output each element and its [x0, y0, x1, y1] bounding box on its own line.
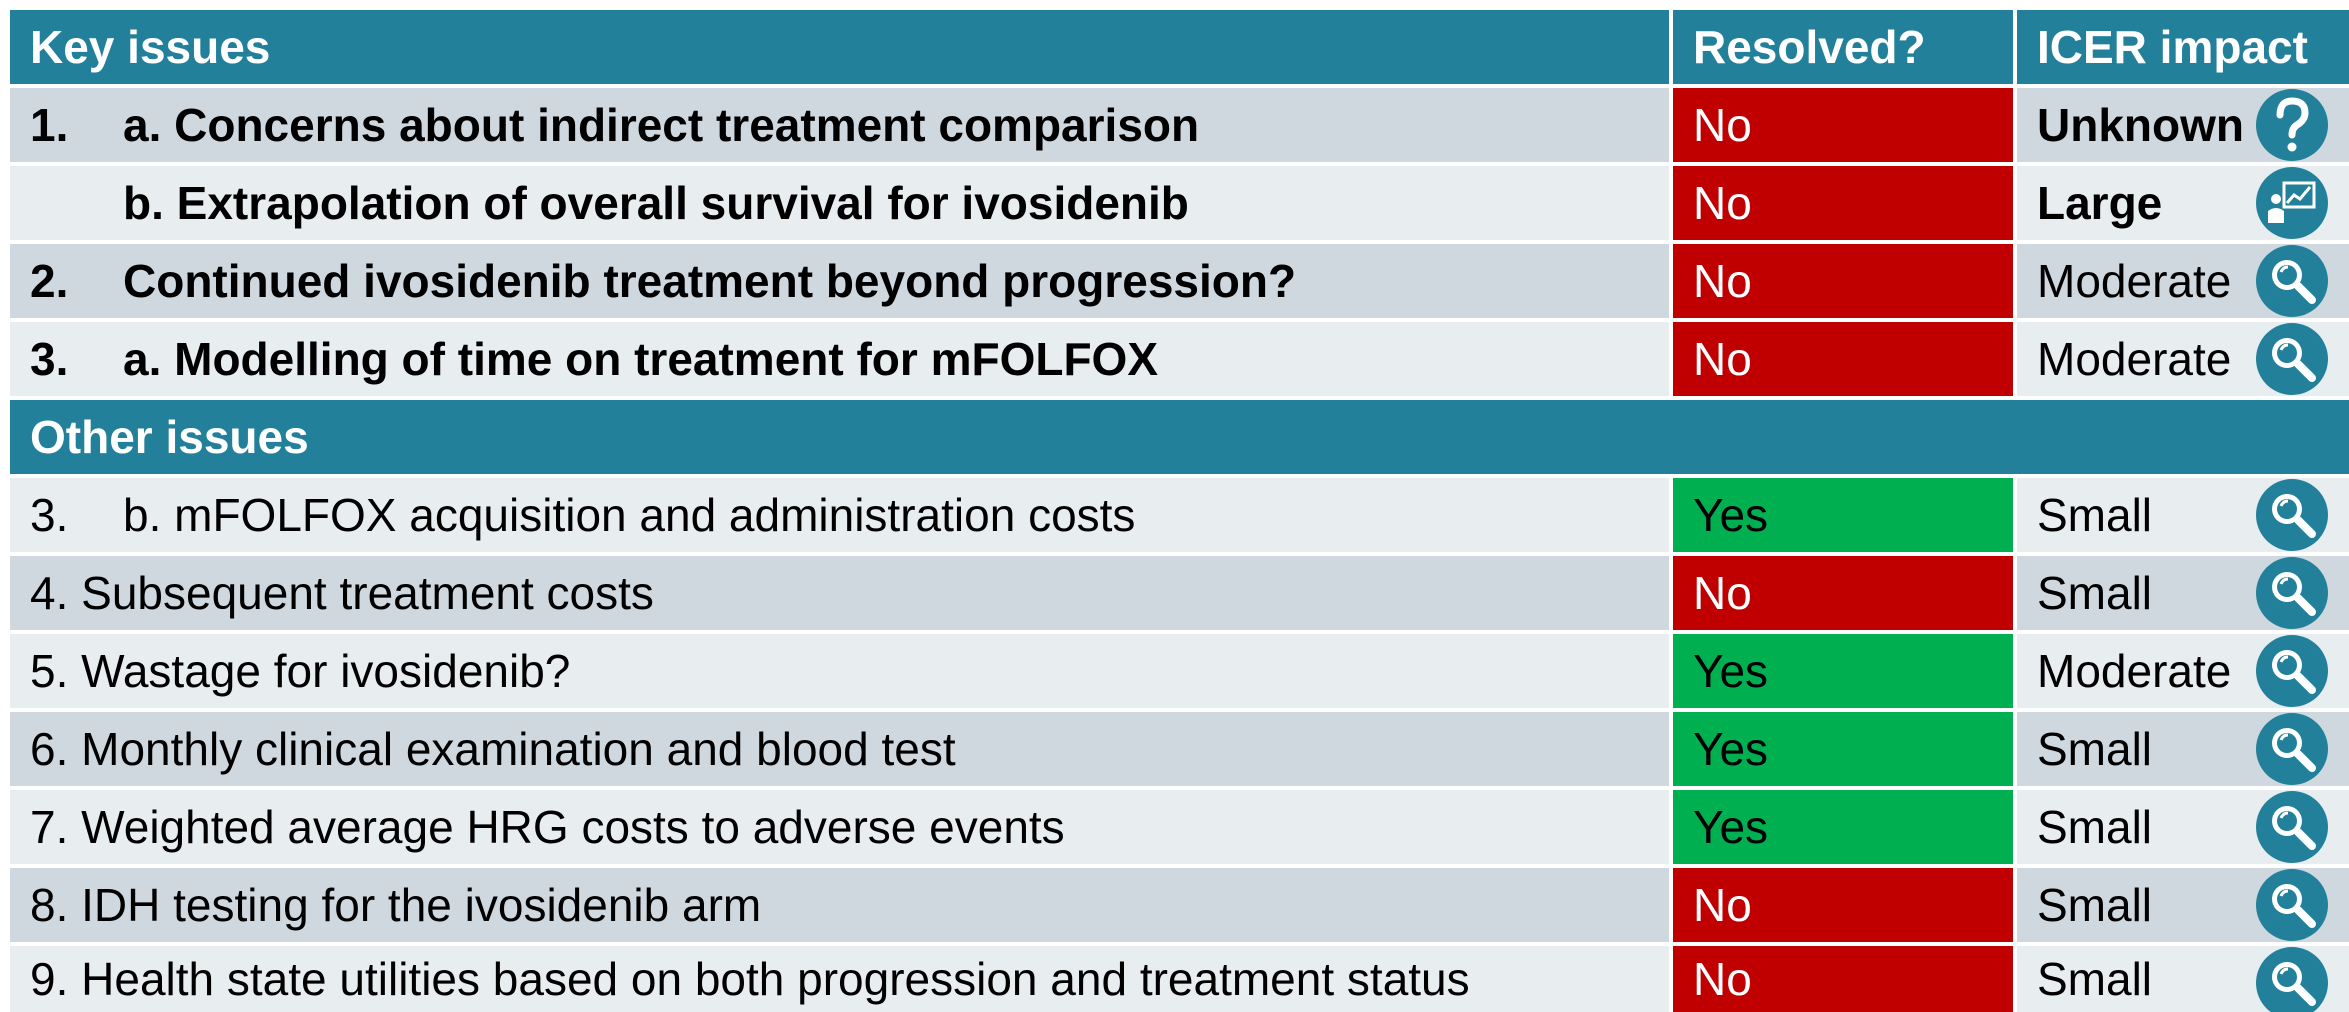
- issue-cell: 3. b. mFOLFOX acquisition and administrat…: [10, 478, 1669, 552]
- issue-label: a. Concerns about indirect treatment com…: [123, 99, 1200, 151]
- resolved-text: No: [1693, 333, 1752, 385]
- issue-number: 2.: [30, 255, 69, 307]
- search-icon: [2256, 635, 2328, 707]
- search-icon: [2256, 245, 2328, 317]
- issue-label: 9. Health state utilities based on both …: [30, 953, 1470, 1005]
- issue-cell: 9. Health state utilities based on both …: [10, 946, 1669, 1012]
- issue-label: 8. IDH testing for the ivosidenib arm: [30, 879, 762, 931]
- impact-text: Small: [2037, 801, 2153, 853]
- impact-text: Unknown: [2037, 99, 2244, 151]
- issue-label: 4. Subsequent treatment costs: [30, 567, 654, 619]
- search-icon: [2256, 713, 2328, 785]
- resolved-cell: No: [1673, 88, 2013, 162]
- issue-label: 6. Monthly clinical examination and bloo…: [30, 723, 956, 775]
- header-text: Resolved?: [1693, 21, 1926, 73]
- header-cell: Key issues: [10, 10, 1669, 84]
- issue-label: Continued ivosidenib treatment beyond pr…: [123, 255, 1297, 307]
- issue-label: 5. Wastage for ivosidenib?: [30, 645, 571, 697]
- impact-text: Small: [2037, 879, 2153, 931]
- question-icon: [2256, 89, 2328, 161]
- resolved-text: No: [1693, 99, 1752, 151]
- search-icon: [2256, 869, 2328, 941]
- search-icon: [2256, 479, 2328, 551]
- resolved-text: No: [1693, 255, 1752, 307]
- resolved-cell: No: [1673, 946, 2013, 1012]
- issue-cell: 2. Continued ivosidenib treatment beyond …: [10, 244, 1669, 318]
- header-text: ICER impact: [2037, 21, 2308, 73]
- issue-cell: 4. Subsequent treatment costs: [10, 556, 1669, 630]
- resolved-cell: Yes: [1673, 478, 2013, 552]
- resolved-cell: No: [1673, 868, 2013, 942]
- resolved-cell: No: [1673, 244, 2013, 318]
- section-header: Other issues: [10, 400, 2349, 474]
- search-icon: [2256, 947, 2328, 1012]
- impact-text: Small: [2037, 723, 2153, 775]
- header-cell: ICER impact: [2017, 10, 2349, 84]
- impact-text: Moderate: [2037, 255, 2232, 307]
- impact-text: Moderate: [2037, 645, 2232, 697]
- resolved-text: No: [1693, 567, 1752, 619]
- section-title: Other issues: [30, 411, 309, 463]
- search-icon: [2256, 557, 2328, 629]
- issue-label: b. Extrapolation of overall survival for…: [123, 177, 1189, 229]
- issue-cell: 5. Wastage for ivosidenib?: [10, 634, 1669, 708]
- issue-cell: 8. IDH testing for the ivosidenib arm: [10, 868, 1669, 942]
- issue-cell: b. Extrapolation of overall survival for…: [10, 166, 1669, 240]
- issue-cell: 3. a. Modelling of time on treatment for …: [10, 322, 1669, 396]
- resolved-text: Yes: [1693, 645, 1769, 697]
- issue-number: 3.: [30, 489, 69, 541]
- resolved-text: No: [1693, 177, 1752, 229]
- impact-text: Moderate: [2037, 333, 2232, 385]
- resolved-text: Yes: [1693, 723, 1769, 775]
- issue-number: 3.: [30, 333, 69, 385]
- resolved-text: Yes: [1693, 801, 1769, 853]
- issue-number: 1.: [30, 99, 69, 151]
- resolved-cell: No: [1673, 556, 2013, 630]
- header-text: Key issues: [30, 21, 271, 73]
- issue-label: a. Modelling of time on treatment for mF…: [123, 333, 1159, 385]
- issue-cell: 7. Weighted average HRG costs to adverse…: [10, 790, 1669, 864]
- resolved-cell: Yes: [1673, 712, 2013, 786]
- resolved-text: Yes: [1693, 489, 1769, 541]
- chart-icon: [2256, 167, 2328, 239]
- impact-text: Small: [2037, 953, 2153, 1005]
- search-icon: [2256, 791, 2328, 863]
- issue-cell: 1. a. Concerns about indirect treatment c…: [10, 88, 1669, 162]
- resolved-cell: Yes: [1673, 790, 2013, 864]
- impact-text: Small: [2037, 567, 2153, 619]
- resolved-cell: No: [1673, 166, 2013, 240]
- search-icon: [2256, 323, 2328, 395]
- header-cell: Resolved?: [1673, 10, 2013, 84]
- resolved-cell: Yes: [1673, 634, 2013, 708]
- issue-label: 7. Weighted average HRG costs to adverse…: [30, 801, 1065, 853]
- resolved-text: No: [1693, 879, 1752, 931]
- issue-cell: 6. Monthly clinical examination and bloo…: [10, 712, 1669, 786]
- impact-text: Small: [2037, 489, 2153, 541]
- resolved-text: No: [1693, 953, 1752, 1005]
- impact-text: Large: [2037, 177, 2163, 229]
- issue-label: b. mFOLFOX acquisition and administratio…: [123, 489, 1136, 541]
- resolved-cell: No: [1673, 322, 2013, 396]
